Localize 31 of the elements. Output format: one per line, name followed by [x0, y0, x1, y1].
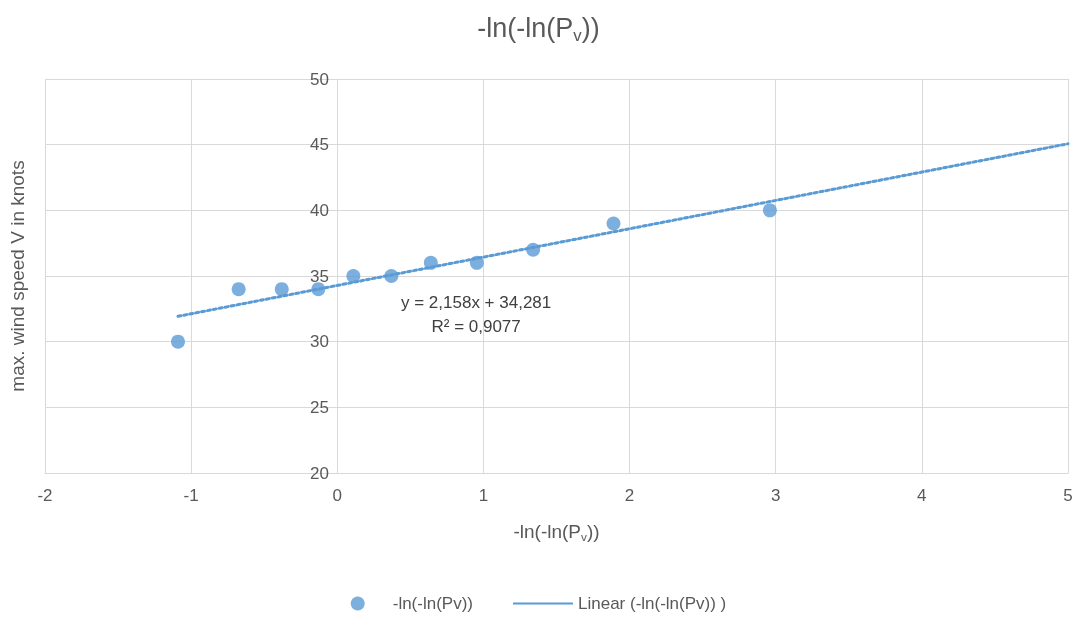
y-tick-label: 50 [310, 69, 329, 89]
x-tick-label: 2 [624, 486, 635, 505]
x-tick-label: 1 [478, 486, 489, 505]
y-tick-label: 35 [310, 266, 329, 286]
x-tick-label: -2 [37, 486, 53, 505]
point [346, 269, 361, 283]
point [311, 282, 326, 297]
x-tick-label: 0 [332, 486, 343, 505]
annotation: y = 2,158x + 34,281 [400, 292, 552, 312]
annotation: R² = 0,9077 [431, 316, 521, 336]
point [526, 242, 541, 257]
point [469, 255, 484, 270]
point [231, 282, 246, 297]
x-tick-label: 4 [917, 486, 927, 505]
legend-label: Linear (-ln(-ln(Pv)) ) [577, 594, 727, 613]
y-tick-label: 30 [310, 332, 329, 352]
x-tick-label: 5 [1063, 486, 1073, 505]
point [171, 334, 185, 349]
point [274, 282, 289, 297]
x-tick-label: 3 [770, 486, 781, 505]
legend-label: -ln(-ln(Pv)) [392, 594, 473, 613]
x-tick-label: -1 [183, 486, 199, 505]
y-tick-label: 45 [310, 135, 329, 155]
y-tick-label: 20 [310, 463, 329, 483]
y-tick-label: 25 [310, 397, 329, 417]
point [423, 255, 438, 270]
point [606, 216, 621, 231]
y-tick-label: 40 [310, 200, 329, 220]
point [762, 203, 777, 218]
point [384, 269, 399, 283]
y-axis-title: max. wind speed V in knots [7, 160, 28, 392]
